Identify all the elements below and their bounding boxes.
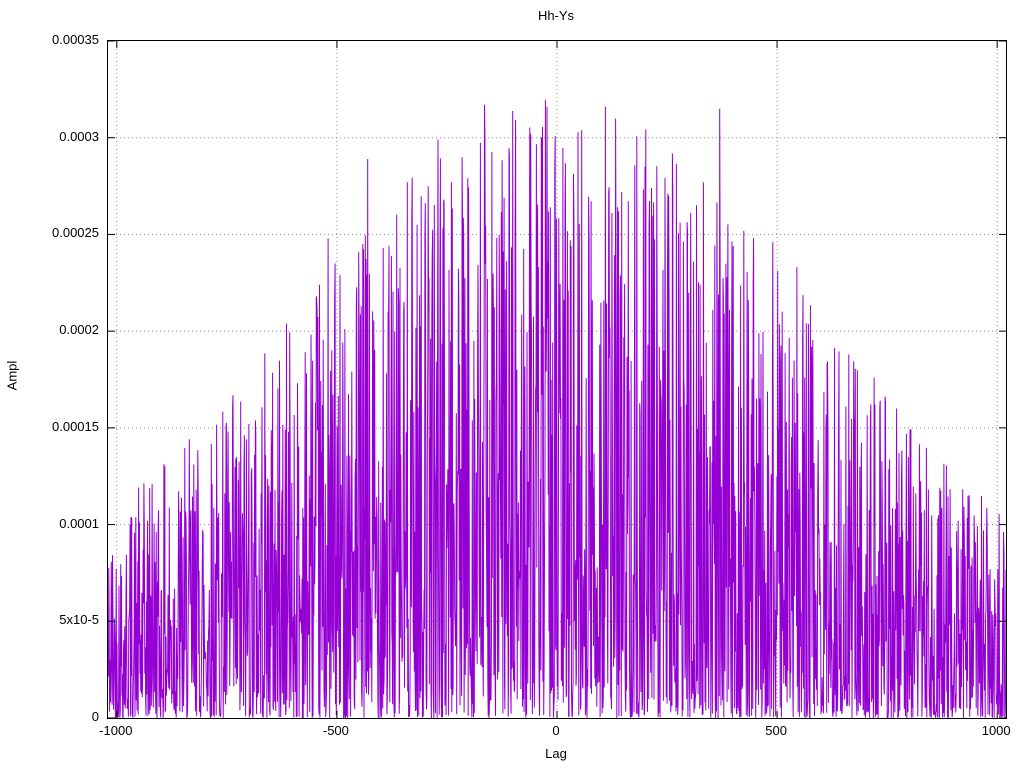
series-line	[108, 99, 1006, 718]
x-tick-label: 1000	[981, 723, 1011, 738]
y-tick-label: 5x10-5	[59, 612, 99, 628]
y-tick-label: 0.00015	[52, 418, 99, 434]
x-tick-label: 500	[765, 723, 787, 738]
plot-area	[107, 40, 1007, 719]
y-tick-label: 0.0001	[59, 515, 99, 531]
y-tick-label: 0.0003	[59, 128, 99, 144]
y-tick-label: 0.00035	[52, 32, 99, 47]
series-plot	[108, 41, 1006, 718]
y-axis-label: Ampl	[4, 360, 20, 391]
x-tick-label: -1000	[99, 723, 133, 738]
x-tick-label: -500	[322, 723, 349, 738]
y-tick-label: 0.00025	[52, 225, 99, 241]
x-axis-label: Lag	[545, 746, 567, 761]
x-tick-label: 0	[552, 723, 560, 738]
y-tick-label: 0	[91, 709, 99, 724]
chart-title: Hh-Ys	[537, 8, 575, 23]
